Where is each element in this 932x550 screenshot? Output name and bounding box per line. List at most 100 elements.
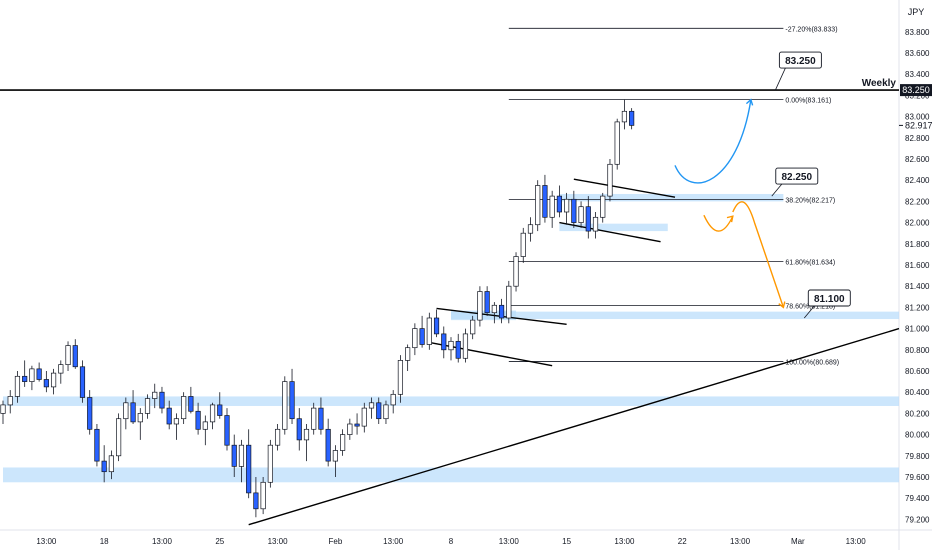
candle[interactable] [527, 217, 534, 242]
level-callout[interactable]: 81.100 [803, 289, 851, 319]
candle[interactable] [592, 212, 599, 239]
candle[interactable] [498, 298, 505, 324]
candle[interactable] [441, 326, 447, 359]
sr-zone-3[interactable] [451, 310, 517, 321]
candle[interactable] [448, 337, 454, 361]
candle[interactable] [607, 159, 613, 202]
candle[interactable] [152, 383, 158, 409]
candle[interactable] [246, 429, 252, 499]
candle[interactable] [181, 392, 187, 424]
candle[interactable] [65, 341, 71, 371]
candle[interactable] [419, 315, 425, 348]
sr-zone-4[interactable] [559, 193, 784, 202]
candle[interactable] [296, 408, 302, 451]
candle[interactable] [137, 408, 143, 440]
candle[interactable] [564, 192, 570, 225]
trendline-2[interactable] [429, 341, 553, 367]
sr-zone-5[interactable] [559, 223, 668, 232]
projection-path-0[interactable] [674, 99, 752, 184]
candle[interactable] [123, 397, 129, 430]
candle[interactable] [470, 315, 476, 340]
candle[interactable] [79, 360, 86, 403]
candle[interactable] [383, 400, 389, 424]
candle[interactable] [340, 429, 346, 456]
candle[interactable] [477, 286, 483, 327]
candle[interactable] [202, 415, 208, 446]
candle[interactable] [571, 190, 577, 228]
candle[interactable] [426, 312, 432, 350]
candle[interactable] [433, 309, 440, 338]
time-axis[interactable]: 13:00 18 13:00 25 13:00 Feb 13:00 8 13:00 15 13:00… [36, 537, 866, 546]
candle[interactable] [130, 390, 136, 424]
candle[interactable] [116, 413, 122, 462]
candle[interactable] [390, 390, 396, 414]
candle[interactable] [484, 286, 490, 316]
candle[interactable] [7, 390, 13, 414]
candle[interactable] [50, 368, 57, 395]
candle[interactable] [455, 333, 461, 363]
candle[interactable] [397, 355, 404, 403]
trendline-0[interactable] [248, 327, 900, 526]
candle[interactable] [585, 196, 591, 239]
candle[interactable] [195, 402, 201, 435]
sr-zone-2[interactable] [451, 311, 899, 320]
candle[interactable] [513, 252, 519, 292]
projection-path-1[interactable] [703, 214, 734, 232]
level-callout[interactable]: 82.250 [771, 167, 819, 197]
candle[interactable] [72, 339, 78, 369]
candle[interactable] [87, 390, 93, 435]
candle[interactable] [556, 185, 562, 218]
candle[interactable] [318, 397, 324, 435]
candle[interactable] [14, 371, 21, 403]
candle[interactable] [405, 344, 411, 372]
candle[interactable] [368, 397, 375, 419]
candle[interactable] [238, 439, 245, 483]
candle[interactable] [267, 439, 273, 488]
candle[interactable] [629, 108, 635, 130]
sr-zone-0[interactable] [3, 396, 899, 406]
candle[interactable] [549, 190, 555, 228]
candle[interactable] [535, 180, 541, 232]
candle[interactable] [166, 400, 172, 430]
sr-zone-1[interactable] [3, 467, 899, 483]
candle[interactable] [542, 174, 548, 223]
candle[interactable] [188, 386, 194, 414]
candle[interactable] [58, 360, 64, 384]
trendline-3[interactable] [573, 178, 676, 198]
candle[interactable] [101, 445, 107, 483]
candle[interactable] [325, 418, 331, 467]
candle[interactable] [520, 227, 526, 263]
candle[interactable] [22, 360, 28, 387]
candle[interactable] [600, 192, 606, 223]
candle[interactable] [260, 477, 266, 515]
candle[interactable] [347, 418, 353, 440]
candle[interactable] [332, 445, 338, 477]
candle[interactable] [0, 400, 6, 424]
candle[interactable] [303, 424, 310, 462]
candle[interactable] [491, 302, 497, 324]
candle[interactable] [376, 397, 382, 425]
candle[interactable] [253, 477, 259, 518]
candle[interactable] [506, 280, 512, 324]
candle[interactable] [462, 328, 469, 363]
candle[interactable] [217, 392, 223, 419]
candle[interactable] [361, 402, 367, 433]
price-axis[interactable]: 83.80083.60083.40083.20083.00082.80082.6… [905, 28, 930, 525]
candle[interactable] [94, 424, 100, 467]
candle[interactable] [289, 368, 295, 424]
candle[interactable] [144, 394, 151, 419]
candle[interactable] [36, 362, 42, 382]
trendline-4[interactable] [559, 221, 661, 243]
candle[interactable] [108, 450, 114, 480]
candle[interactable] [159, 386, 165, 414]
candle[interactable] [43, 371, 49, 393]
candle[interactable] [578, 201, 584, 228]
candle[interactable] [231, 434, 237, 477]
candle[interactable] [224, 408, 230, 451]
candle[interactable] [354, 413, 360, 435]
candle[interactable] [311, 402, 317, 435]
candle[interactable] [209, 402, 216, 430]
level-callout[interactable]: 83.250 [775, 51, 822, 91]
candle[interactable] [614, 118, 620, 170]
